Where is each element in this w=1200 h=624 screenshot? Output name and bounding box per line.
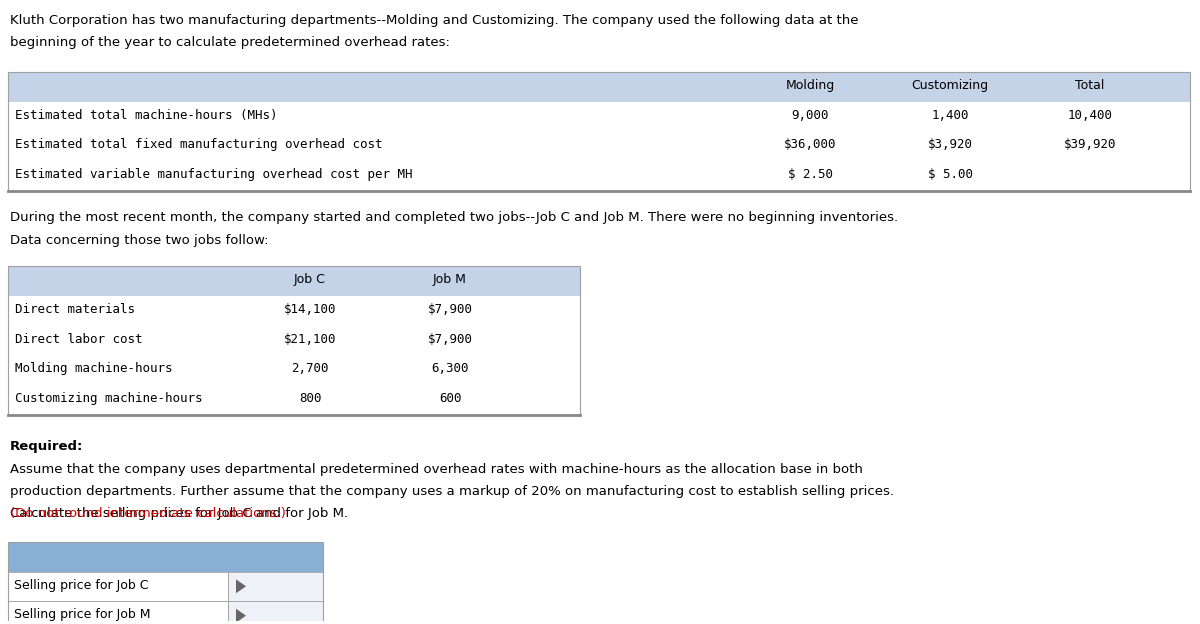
Text: Selling price for Job C: Selling price for Job C — [14, 578, 149, 592]
Text: Direct labor cost: Direct labor cost — [14, 333, 143, 346]
Text: Data concerning those two jobs follow:: Data concerning those two jobs follow: — [10, 233, 269, 246]
Polygon shape — [236, 579, 246, 593]
FancyBboxPatch shape — [8, 542, 323, 572]
Text: Molding: Molding — [785, 79, 835, 92]
Text: $7,900: $7,900 — [427, 333, 473, 346]
Text: production departments. Further assume that the company uses a markup of 20% on : production departments. Further assume t… — [10, 485, 894, 498]
Text: Kluth Corporation has two manufacturing departments--Molding and Customizing. Th: Kluth Corporation has two manufacturing … — [10, 14, 858, 27]
FancyBboxPatch shape — [228, 572, 323, 601]
FancyBboxPatch shape — [8, 102, 1190, 132]
Text: $7,900: $7,900 — [427, 303, 473, 316]
FancyBboxPatch shape — [228, 601, 323, 624]
Text: $36,000: $36,000 — [784, 139, 836, 152]
FancyBboxPatch shape — [8, 326, 580, 356]
FancyBboxPatch shape — [8, 132, 1190, 162]
Text: $39,920: $39,920 — [1063, 139, 1116, 152]
Text: $14,100: $14,100 — [283, 303, 336, 316]
Text: Assume that the company uses departmental predetermined overhead rates with mach: Assume that the company uses departmenta… — [10, 462, 863, 475]
Text: Estimated total machine-hours (MHs): Estimated total machine-hours (MHs) — [14, 109, 277, 122]
FancyBboxPatch shape — [8, 386, 580, 415]
Text: Customizing: Customizing — [912, 79, 989, 92]
Text: Total: Total — [1075, 79, 1105, 92]
Text: 6,300: 6,300 — [431, 363, 469, 376]
Text: $21,100: $21,100 — [283, 333, 336, 346]
FancyBboxPatch shape — [8, 572, 228, 601]
Text: 2,700: 2,700 — [292, 363, 329, 376]
Text: beginning of the year to calculate predetermined overhead rates:: beginning of the year to calculate prede… — [10, 36, 450, 49]
Text: Required:: Required: — [10, 440, 83, 453]
FancyBboxPatch shape — [8, 296, 580, 326]
Text: 9,000: 9,000 — [791, 109, 829, 122]
Text: During the most recent month, the company started and completed two jobs--Job C : During the most recent month, the compan… — [10, 211, 898, 224]
FancyBboxPatch shape — [8, 162, 1190, 191]
Text: Selling price for Job M: Selling price for Job M — [14, 608, 150, 621]
FancyBboxPatch shape — [8, 356, 580, 386]
FancyBboxPatch shape — [8, 266, 580, 296]
Text: 600: 600 — [439, 392, 461, 406]
Text: Estimated total fixed manufacturing overhead cost: Estimated total fixed manufacturing over… — [14, 139, 383, 152]
Text: $3,920: $3,920 — [928, 139, 972, 152]
Text: 1,400: 1,400 — [931, 109, 968, 122]
Text: Direct materials: Direct materials — [14, 303, 134, 316]
Text: Job M: Job M — [433, 273, 467, 286]
Text: 10,400: 10,400 — [1068, 109, 1112, 122]
Text: $ 5.00: $ 5.00 — [928, 168, 972, 182]
Text: 800: 800 — [299, 392, 322, 406]
Text: Customizing machine-hours: Customizing machine-hours — [14, 392, 203, 406]
Text: Job C: Job C — [294, 273, 326, 286]
Text: $ 2.50: $ 2.50 — [787, 168, 833, 182]
Text: Molding machine-hours: Molding machine-hours — [14, 363, 173, 376]
Text: (Do not round intermediate calculations.): (Do not round intermediate calculations.… — [10, 507, 286, 520]
Text: Estimated variable manufacturing overhead cost per MH: Estimated variable manufacturing overhea… — [14, 168, 413, 182]
Text: Calculate the selling prices for Job C and for Job M.: Calculate the selling prices for Job C a… — [10, 507, 353, 520]
Polygon shape — [236, 608, 246, 623]
FancyBboxPatch shape — [8, 601, 228, 624]
FancyBboxPatch shape — [8, 72, 1190, 102]
